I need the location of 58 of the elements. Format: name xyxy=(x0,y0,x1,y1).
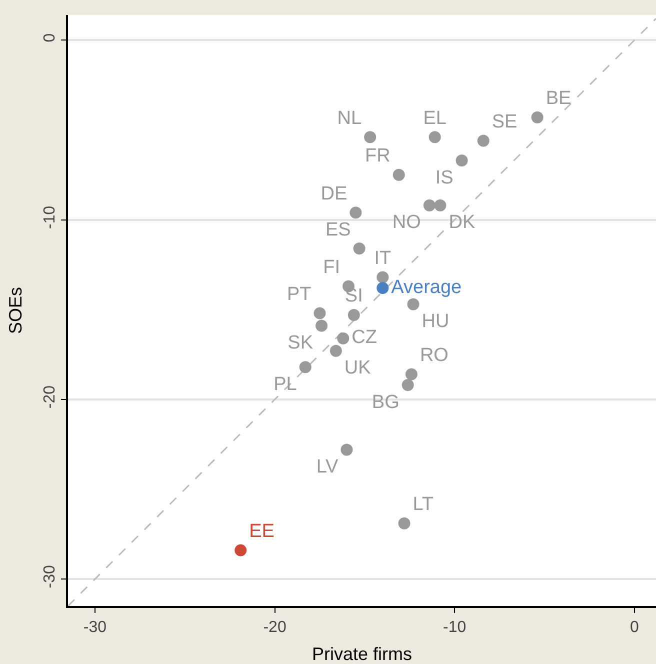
point xyxy=(340,444,353,456)
series-label: ES xyxy=(325,219,351,240)
x-tick-label: -10 xyxy=(443,619,466,636)
point xyxy=(314,307,326,320)
series-label: BE xyxy=(546,88,572,110)
point xyxy=(402,379,414,392)
series-label: SE xyxy=(492,111,518,132)
y-tick-label: -10 xyxy=(42,206,59,229)
point xyxy=(434,199,446,212)
y-tick-label: -20 xyxy=(42,385,59,409)
series-label: DK xyxy=(448,212,476,234)
series-label: IT xyxy=(374,248,392,270)
x-tick-label: -20 xyxy=(263,619,286,636)
series-label: NO xyxy=(392,212,421,234)
point xyxy=(531,111,544,124)
x-axis-title: Private firms xyxy=(312,644,412,664)
series-label: EE xyxy=(249,521,274,542)
point xyxy=(407,298,420,310)
series-label: HU xyxy=(422,310,450,332)
point xyxy=(353,242,366,255)
point xyxy=(376,271,389,284)
point xyxy=(299,361,312,374)
series-label: NL xyxy=(337,108,362,129)
series-label: PL xyxy=(274,374,297,395)
series-label: EL xyxy=(423,108,446,129)
point xyxy=(234,544,247,556)
point xyxy=(456,154,468,166)
series-label: LV xyxy=(316,456,339,478)
point xyxy=(350,206,362,219)
series-label: LT xyxy=(412,494,434,516)
series-label: FR xyxy=(365,146,390,167)
y-tick-label: -30 xyxy=(42,564,59,588)
point xyxy=(330,344,342,357)
point xyxy=(405,368,418,380)
x-tick-label: -30 xyxy=(83,619,107,636)
series-label: RO xyxy=(420,345,448,366)
point xyxy=(428,131,441,144)
series-label: CZ xyxy=(352,327,378,348)
series-label: PT xyxy=(286,284,312,305)
point xyxy=(392,168,405,181)
point xyxy=(337,332,350,344)
series-label: BG xyxy=(372,392,400,413)
point xyxy=(364,131,376,144)
series-label: DE xyxy=(320,183,348,204)
series-label: Average xyxy=(391,276,462,298)
series-label: FI xyxy=(323,257,340,278)
point xyxy=(477,134,490,147)
x-tick-label: 0 xyxy=(630,619,639,636)
y-tick-label: 0 xyxy=(42,33,59,42)
y-axis-title: SOEs xyxy=(5,286,26,334)
point xyxy=(398,517,410,530)
series-label: UK xyxy=(344,358,372,379)
point xyxy=(316,320,328,332)
point xyxy=(423,199,436,212)
point xyxy=(376,282,389,294)
point xyxy=(348,308,360,321)
series-label: SK xyxy=(288,332,314,354)
series-label: IS xyxy=(435,167,454,188)
